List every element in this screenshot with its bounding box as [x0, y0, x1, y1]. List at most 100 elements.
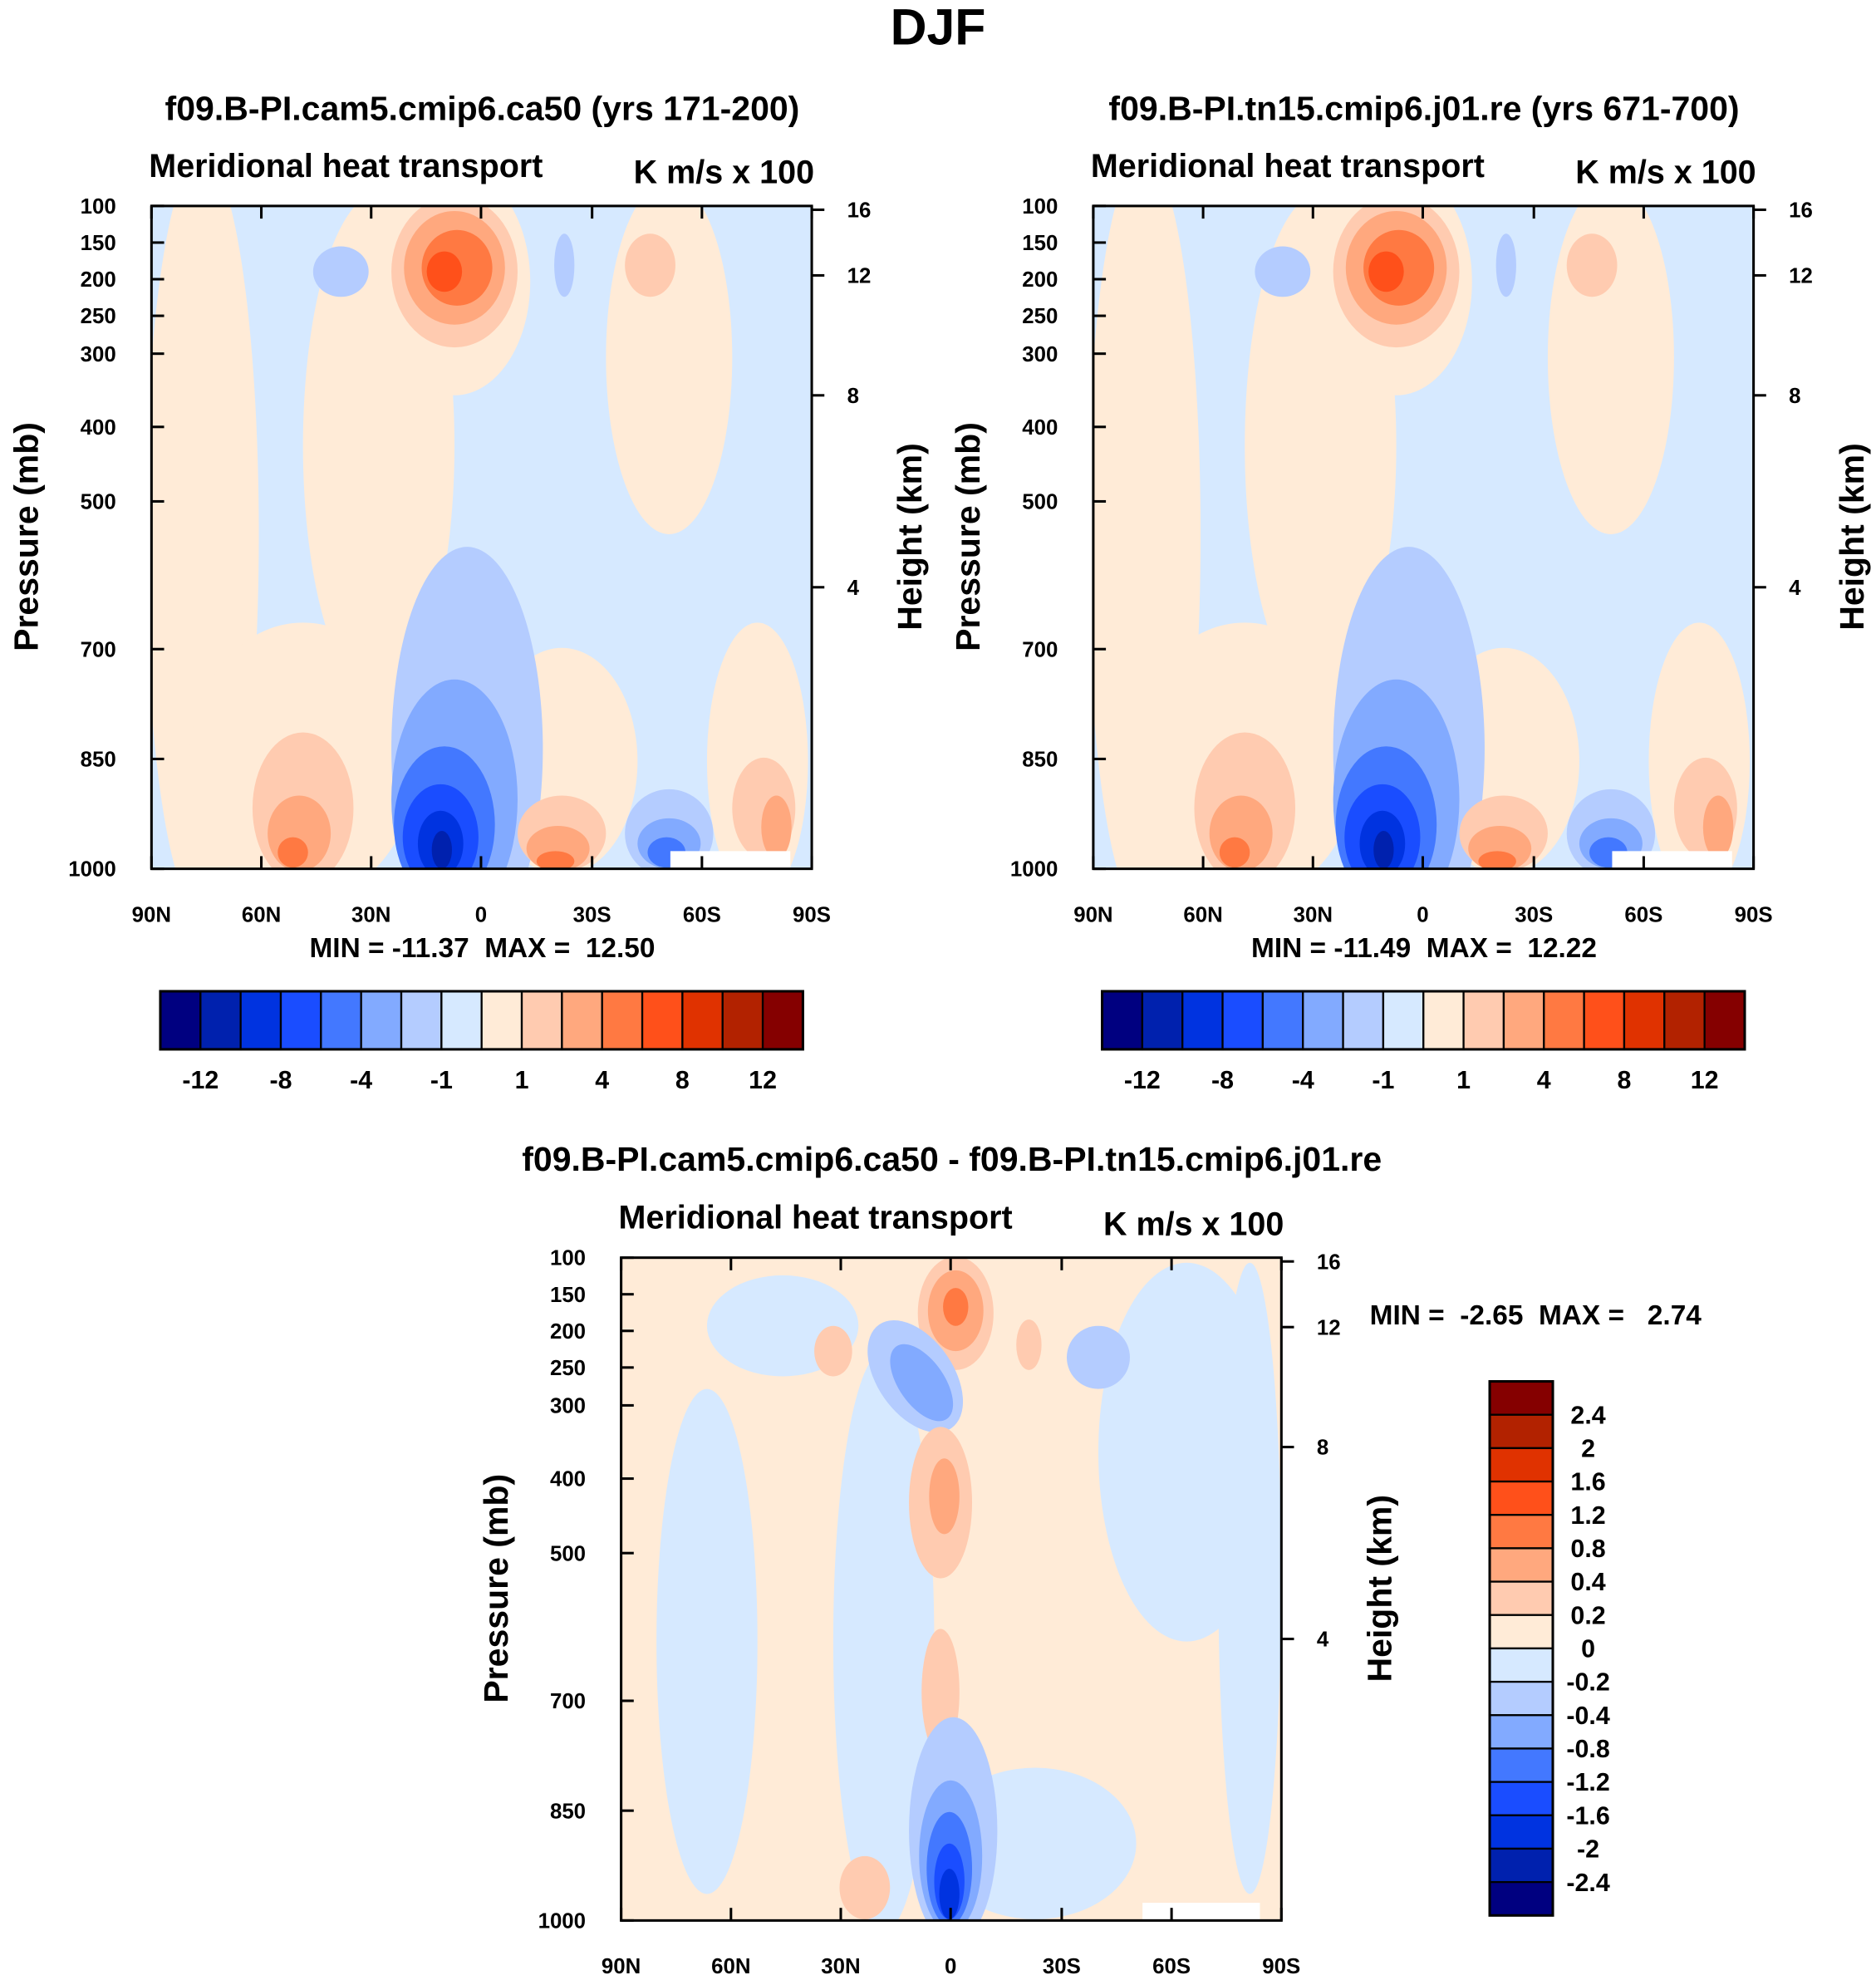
- colorbar-box: [1488, 1814, 1554, 1850]
- y-right-tick-label: 12: [847, 265, 872, 288]
- colorbar-box: [1488, 1547, 1554, 1583]
- colorbar-box: [1488, 1880, 1554, 1917]
- min-max-label: MIN = -11.49 MAX = 12.22: [1251, 933, 1597, 964]
- colorbar-frame: [1488, 1380, 1554, 1917]
- contour-region: [1066, 1325, 1130, 1389]
- y-right-tick-label: 16: [1317, 1250, 1341, 1274]
- colorbar-label: -2.4: [1566, 1869, 1609, 1897]
- colorbar-label: -0.8: [1566, 1735, 1609, 1763]
- colorbar-frame: [1101, 990, 1746, 1051]
- x-tick-label: 60S: [1624, 903, 1662, 926]
- x-tick-label: 60S: [1152, 1955, 1191, 1978]
- left-string: Meridional heat transport: [149, 148, 543, 184]
- colorbar-box: [360, 990, 403, 1051]
- colorbar-box: [681, 990, 724, 1051]
- x-tick-label: 30S: [1515, 903, 1553, 926]
- colorbar-label: 0.4: [1570, 1568, 1605, 1596]
- contour-region: [832, 1351, 935, 1921]
- colorbar-label: -1.6: [1566, 1801, 1609, 1830]
- contour-region: [839, 1855, 891, 1919]
- y-tick-label: 150: [1022, 232, 1058, 255]
- contour-field: [621, 1257, 1282, 1921]
- y-tick-label: 100: [1022, 195, 1058, 219]
- colorbar-label: -1: [1372, 1066, 1394, 1094]
- colorbar-box: [320, 990, 362, 1051]
- y-tick-label: 200: [81, 268, 116, 292]
- colorbar-box: [561, 990, 603, 1051]
- y-right-tick-label: 8: [1789, 385, 1800, 408]
- y-tick-label: 200: [1022, 268, 1058, 292]
- contour-region: [1218, 1262, 1282, 1894]
- y-axis-title: Pressure (mb): [949, 422, 987, 651]
- contour-region: [943, 1288, 969, 1326]
- x-tick-label: 60N: [242, 903, 281, 926]
- y-tick-label: 850: [550, 1800, 586, 1823]
- colorbar-box: [1488, 1413, 1554, 1450]
- contour-region: [431, 831, 452, 869]
- units-label: K m/s x 100: [1575, 155, 1756, 191]
- contour-region: [1219, 837, 1250, 868]
- x-tick-label: 90N: [132, 903, 171, 926]
- x-tick-label: 60S: [683, 903, 721, 926]
- colorbar-label: -0.2: [1566, 1668, 1609, 1697]
- y-right-tick-label: 16: [1789, 199, 1813, 223]
- y-tick-label: 300: [550, 1395, 586, 1418]
- y-tick-label: 850: [81, 749, 116, 772]
- y-tick-label: 200: [550, 1320, 586, 1344]
- x-tick-label: 30S: [1043, 1955, 1081, 1978]
- colorbar-box: [1488, 1447, 1554, 1483]
- left-string: Meridional heat transport: [619, 1200, 1013, 1236]
- contour-region: [554, 233, 575, 297]
- colorbar-label: 4: [1537, 1066, 1551, 1094]
- y-tick-label: 1000: [538, 1910, 586, 1933]
- y-tick-label: 400: [1022, 416, 1058, 440]
- y-tick-label: 250: [81, 305, 116, 328]
- colorbar-label: -0.4: [1566, 1702, 1609, 1730]
- colorbar-box: [1488, 1380, 1554, 1416]
- colorbar-label: -8: [269, 1066, 292, 1094]
- y-tick-label: 400: [550, 1468, 586, 1491]
- y-right-tick-label: 4: [1789, 577, 1801, 600]
- y-tick-label: 150: [81, 232, 116, 255]
- y-tick-label: 250: [550, 1357, 586, 1380]
- y-right-tick-label: 8: [1317, 1437, 1328, 1460]
- colorbar-box: [601, 990, 644, 1051]
- contour-region: [1547, 205, 1674, 534]
- colorbar-box: [1488, 1614, 1554, 1650]
- y-tick-label: 300: [81, 343, 116, 366]
- x-tick-label: 90N: [602, 1955, 641, 1978]
- contour-region: [656, 1388, 758, 1894]
- colorbar-box: [1488, 1747, 1554, 1783]
- colorbar-label: -12: [1124, 1066, 1161, 1094]
- contour-region: [814, 1325, 852, 1377]
- colorbar-label: -12: [182, 1066, 219, 1094]
- contour-region: [277, 837, 308, 868]
- colorbar-box: [520, 990, 563, 1051]
- colorbar-label: 1: [515, 1066, 529, 1094]
- x-tick-label: 60N: [1183, 903, 1222, 926]
- y-tick-label: 850: [1022, 749, 1058, 772]
- colorbar-box: [1488, 1714, 1554, 1750]
- y-tick-label: 500: [1022, 491, 1058, 514]
- colorbar-box: [641, 990, 684, 1051]
- colorbar-label: 4: [595, 1066, 609, 1094]
- colorbar-label: 12: [749, 1066, 777, 1094]
- colorbar-box: [1488, 1580, 1554, 1616]
- colorbar-0: -12 -8 -4 -1 1 4 8 12: [159, 990, 804, 1094]
- colorbar-box: [1502, 990, 1545, 1051]
- y-tick-label: 700: [81, 638, 116, 661]
- colorbar-frame: [159, 990, 804, 1051]
- plot-title: f09.B-PI.cam5.cmip6.ca50 - f09.B-PI.tn15…: [522, 1140, 1382, 1178]
- contour-region: [1702, 795, 1734, 859]
- colorbar-box: [440, 990, 483, 1051]
- colorbar-label: -1: [430, 1066, 453, 1094]
- y-tick-label: 1000: [68, 858, 115, 882]
- units-label: K m/s x 100: [1103, 1206, 1284, 1242]
- colorbar-label: 2: [1581, 1435, 1595, 1463]
- colorbar-label: 0: [1581, 1635, 1595, 1663]
- colorbar-label: -1.2: [1566, 1768, 1609, 1796]
- colorbar-label: -2: [1577, 1835, 1599, 1864]
- contour-region: [929, 1458, 960, 1535]
- colorbar-box: [1382, 990, 1425, 1051]
